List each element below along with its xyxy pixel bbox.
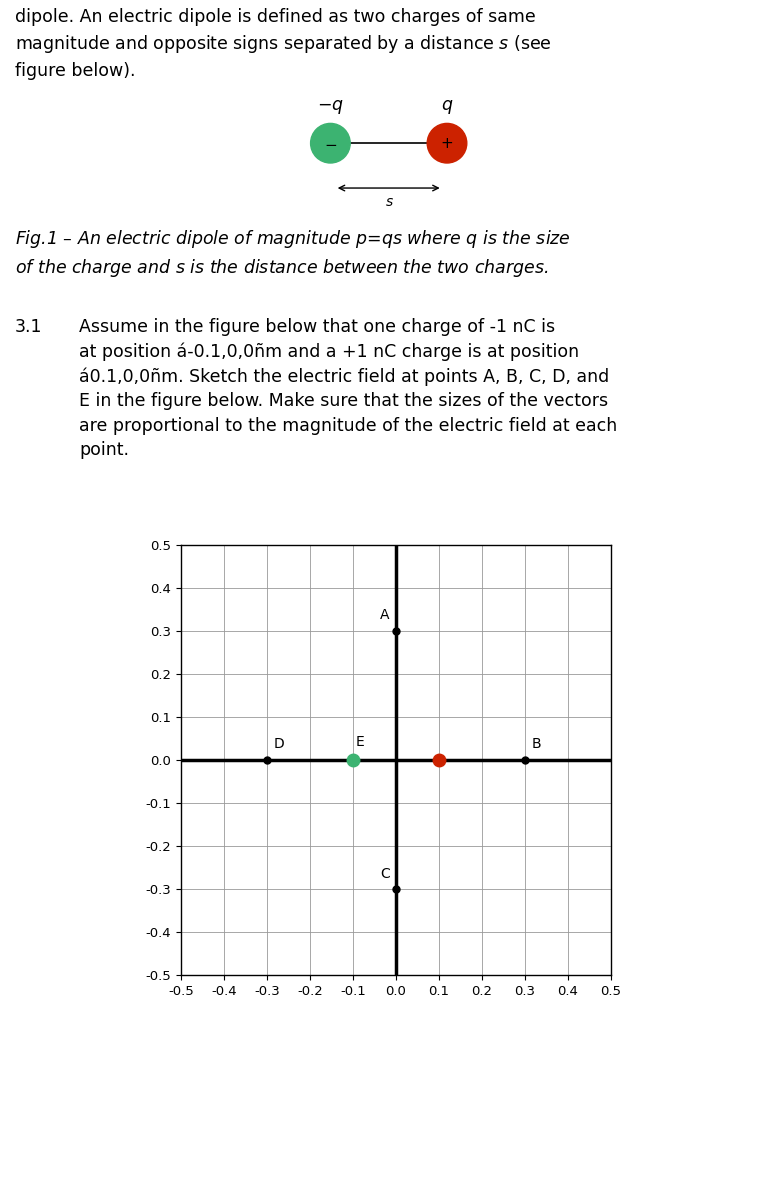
Text: Assume in the figure below that one charge of -1 nC is
at position á-0.1,0,0ñm a: Assume in the figure below that one char… — [79, 318, 617, 458]
Text: $q$: $q$ — [441, 98, 453, 116]
Ellipse shape — [310, 124, 350, 163]
Text: $s$: $s$ — [385, 196, 394, 209]
Text: Fig.1 – An electric dipole of magnitude $p$=$qs$ where $q$ is the size
of the ch: Fig.1 – An electric dipole of magnitude … — [15, 228, 571, 280]
Text: $-q$: $-q$ — [317, 98, 344, 116]
Text: D: D — [274, 737, 285, 750]
Text: B: B — [532, 737, 541, 750]
Text: 3.1: 3.1 — [15, 318, 42, 336]
Text: C: C — [379, 868, 390, 881]
Text: E: E — [355, 736, 364, 749]
Text: dipole. An electric dipole is defined as two charges of same
magnitude and oppos: dipole. An electric dipole is defined as… — [15, 8, 552, 79]
Ellipse shape — [427, 124, 466, 163]
Text: $-$: $-$ — [324, 136, 337, 151]
Text: $+$: $+$ — [441, 136, 454, 151]
Text: A: A — [380, 607, 390, 622]
